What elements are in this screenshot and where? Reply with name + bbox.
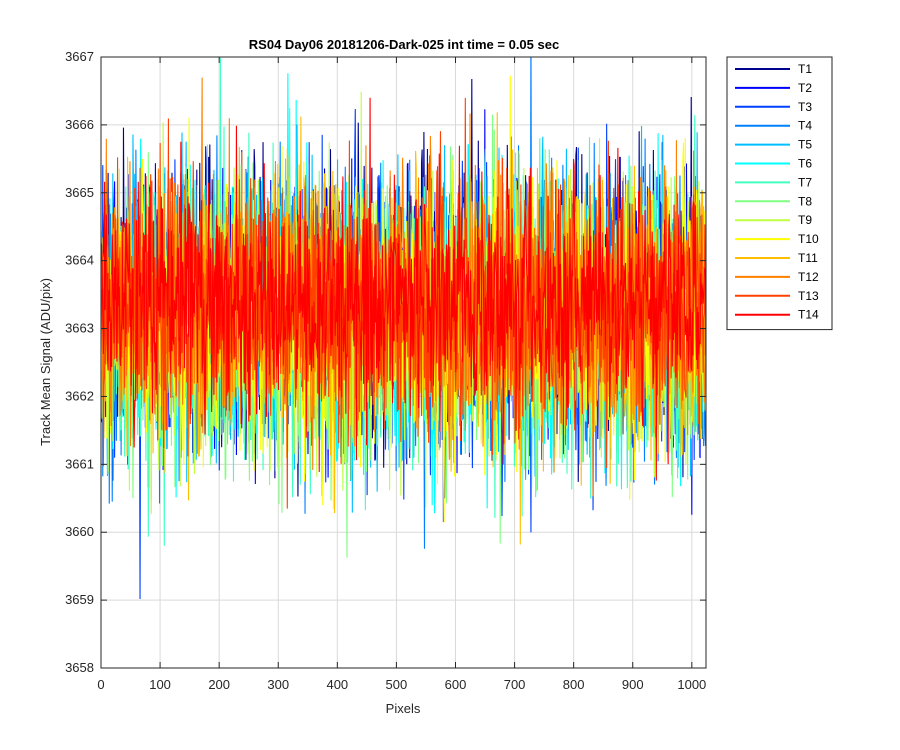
x-tick-label: 500 xyxy=(386,677,408,692)
legend-label-t10: T10 xyxy=(798,232,819,246)
y-tick-label: 3662 xyxy=(65,388,94,403)
y-tick-label: 3664 xyxy=(65,253,94,268)
x-tick-label: 600 xyxy=(445,677,467,692)
y-tick-label: 3661 xyxy=(65,456,94,471)
x-tick-label: 700 xyxy=(504,677,526,692)
legend-label-t14: T14 xyxy=(798,308,819,322)
legend: T1 T2 T3 T4 T5 T6 T7 T8 T9 T10 T11 T12 T13 T14 xyxy=(726,56,833,331)
y-tick-label: 3665 xyxy=(65,185,94,200)
chart-title: RS04 Day06 20181206-Dark-025 int time = … xyxy=(249,37,559,52)
y-axis-label: Track Mean Signal (ADU/pix) xyxy=(38,278,53,446)
y-tick-label: 3659 xyxy=(65,592,94,607)
x-tick-label: 200 xyxy=(208,677,230,692)
axes: 0 100 200 300 400 500 600 700 800 900 1000 3658 3659… xyxy=(65,49,706,692)
x-axis-label: Pixels xyxy=(386,701,421,716)
y-tick-label: 3666 xyxy=(65,117,94,132)
legend-label-t5: T5 xyxy=(798,138,812,152)
legend-label-t11: T11 xyxy=(798,251,818,265)
x-tick-label: 100 xyxy=(149,677,171,692)
y-tick-label: 3660 xyxy=(65,524,94,539)
x-tick-label: 1000 xyxy=(677,677,706,692)
x-tick-label: 800 xyxy=(563,677,585,692)
legend-label-t9: T9 xyxy=(798,213,812,227)
legend-label-t1: T1 xyxy=(798,62,812,76)
x-tick-label: 300 xyxy=(267,677,289,692)
plot-frame xyxy=(100,56,707,669)
legend-label-t2: T2 xyxy=(798,81,812,95)
legend-label-t8: T8 xyxy=(798,194,812,208)
legend-label-t13: T13 xyxy=(798,289,819,303)
x-tick-label: 900 xyxy=(622,677,644,692)
series-layer xyxy=(101,57,706,600)
legend-label-t6: T6 xyxy=(798,157,812,171)
y-tick-label: 3667 xyxy=(65,49,94,64)
legend-box xyxy=(726,56,833,331)
series-line-t14 xyxy=(101,97,706,481)
legend-label-t4: T4 xyxy=(798,119,812,133)
y-tick-label: 3663 xyxy=(65,321,94,336)
legend-label-t12: T12 xyxy=(798,270,819,284)
x-tick-label: 0 xyxy=(97,677,104,692)
x-tick-label: 400 xyxy=(326,677,348,692)
legend-label-t3: T3 xyxy=(798,100,812,114)
y-tick-label: 3658 xyxy=(65,660,94,675)
legend-label-t7: T7 xyxy=(798,175,812,189)
